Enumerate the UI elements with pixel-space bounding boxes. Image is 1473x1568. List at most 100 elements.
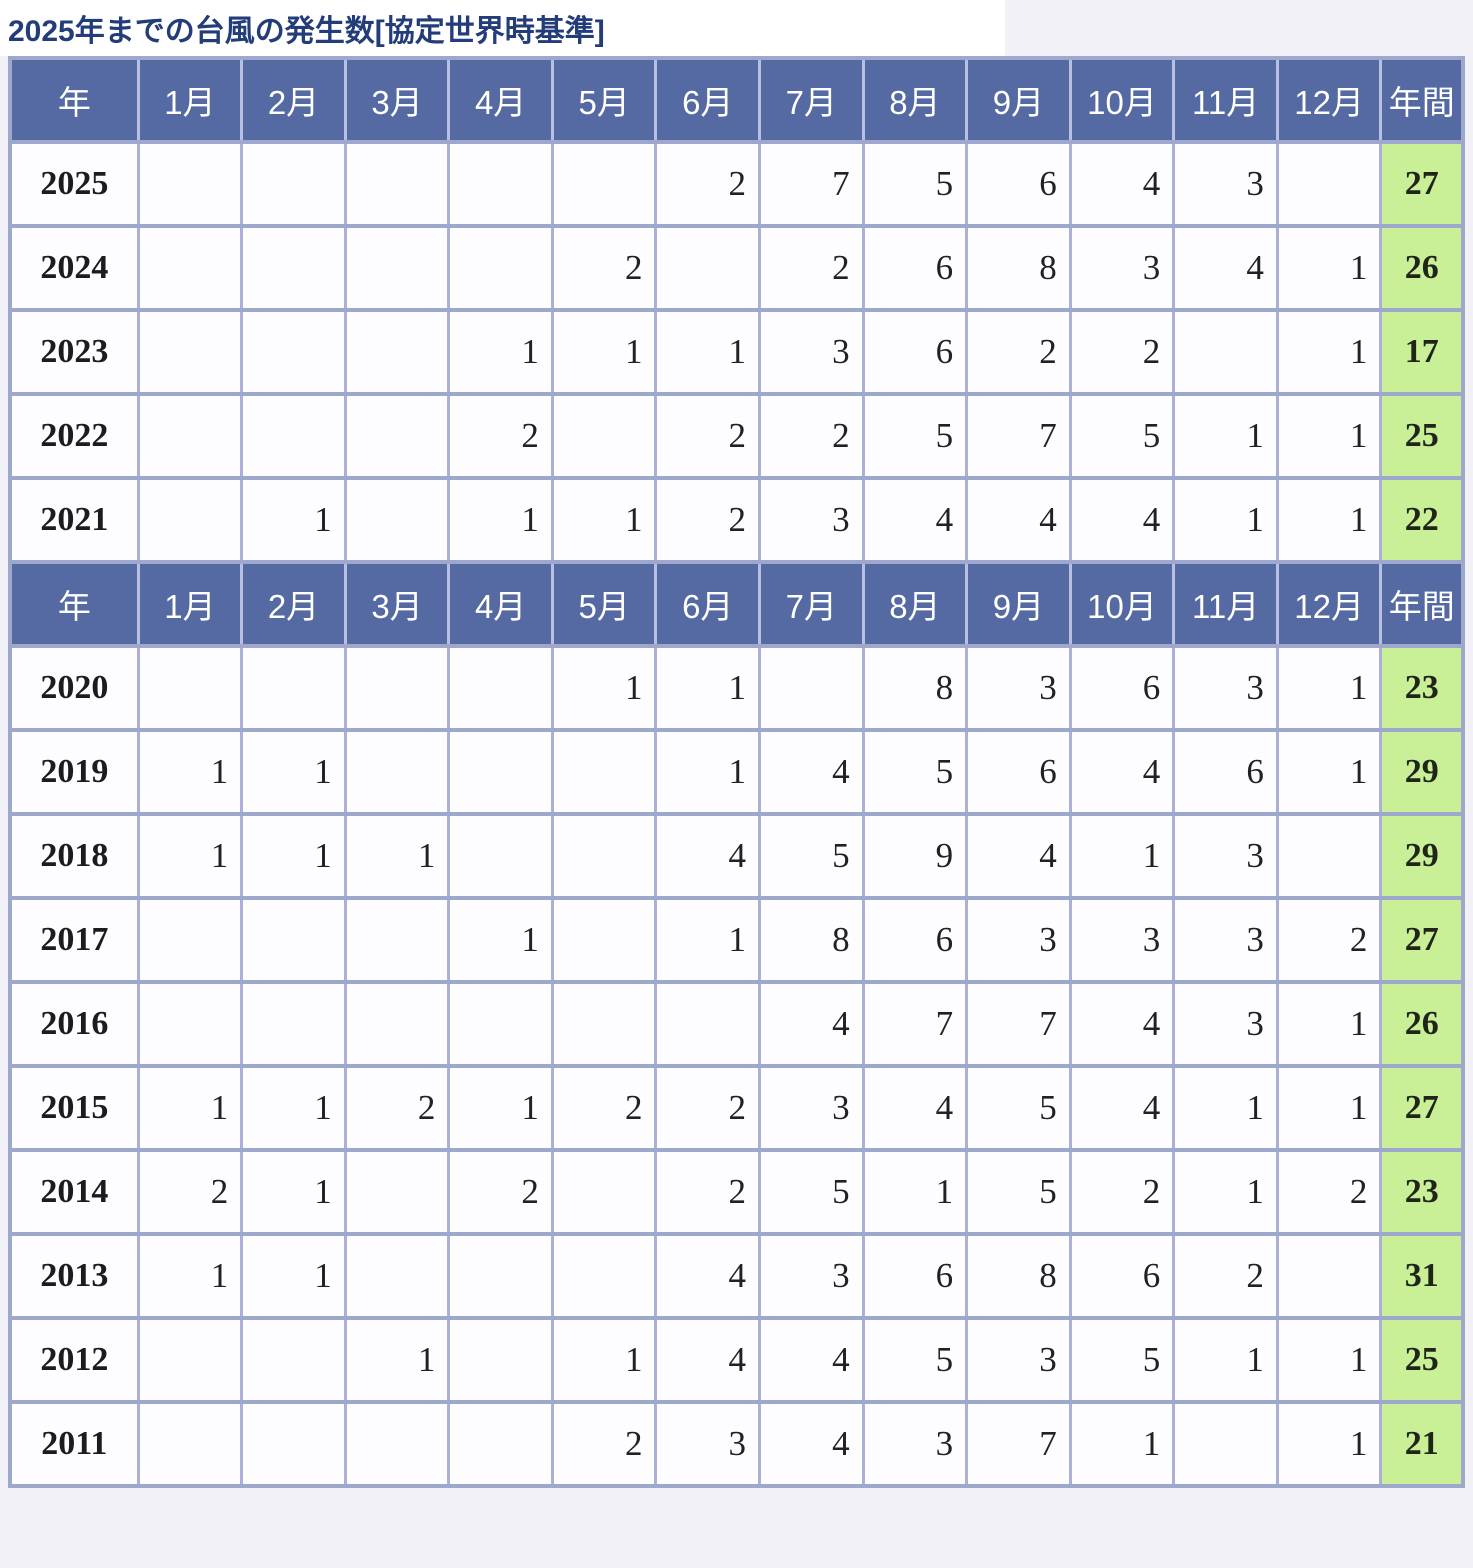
month-cell: 4 xyxy=(758,1400,865,1488)
month-cell: 7 xyxy=(758,140,865,228)
month-cell: 2 xyxy=(550,1064,658,1152)
month-cell: 1 xyxy=(1172,1316,1279,1404)
month-cell: 1 xyxy=(654,728,762,816)
month-cell: 4 xyxy=(758,1316,865,1404)
month-cell: 8 xyxy=(965,224,1072,312)
month-cell: 9 xyxy=(861,812,969,900)
annual-total-cell: 27 xyxy=(1379,1064,1465,1152)
month-cell xyxy=(240,1400,347,1488)
month-cell xyxy=(240,140,347,228)
month-cell: 4 xyxy=(654,1316,762,1404)
month-cell xyxy=(343,644,451,732)
header-cell: 9月 xyxy=(965,56,1072,144)
month-cell: 1 xyxy=(550,476,658,564)
month-cell: 2 xyxy=(965,308,1072,396)
month-cell xyxy=(136,224,244,312)
month-cell: 6 xyxy=(861,896,969,984)
month-cell: 3 xyxy=(861,1400,969,1488)
month-cell: 2 xyxy=(654,1064,762,1152)
month-cell: 1 xyxy=(136,1232,244,1320)
month-cell: 5 xyxy=(861,140,969,228)
month-cell: 3 xyxy=(1172,644,1279,732)
month-cell: 2 xyxy=(1068,1148,1176,1236)
month-cell: 7 xyxy=(965,980,1072,1068)
month-cell: 1 xyxy=(240,476,347,564)
header-cell: 9月 xyxy=(965,560,1072,648)
month-cell: 3 xyxy=(965,644,1072,732)
month-cell: 5 xyxy=(861,728,969,816)
month-cell: 8 xyxy=(758,896,865,984)
month-cell xyxy=(343,308,451,396)
month-cell: 3 xyxy=(965,1316,1072,1404)
month-cell: 2 xyxy=(758,392,865,480)
month-cell: 1 xyxy=(447,896,554,984)
month-cell xyxy=(136,140,244,228)
month-cell: 2 xyxy=(550,224,658,312)
month-cell: 2 xyxy=(654,476,762,564)
header-cell: 10月 xyxy=(1068,560,1176,648)
month-cell: 5 xyxy=(1068,392,1176,480)
month-cell: 1 xyxy=(1068,812,1176,900)
month-cell: 7 xyxy=(965,392,1072,480)
month-cell: 3 xyxy=(1172,980,1279,1068)
month-cell: 3 xyxy=(965,896,1072,984)
table-row: 2016 4 7 7 4 3 1 26 xyxy=(8,980,1465,1068)
month-cell: 1 xyxy=(1275,308,1383,396)
table-row: 2019 1 1 1 4 5 6 4 6 1 29 xyxy=(8,728,1465,816)
month-cell: 4 xyxy=(1068,1064,1176,1152)
header-cell: 年 xyxy=(8,560,140,648)
annual-total-cell: 27 xyxy=(1379,896,1465,984)
month-cell xyxy=(136,896,244,984)
title-strip: 2025年までの台風の発生数[協定世界時基準] xyxy=(0,0,1005,56)
month-cell: 3 xyxy=(758,476,865,564)
month-cell xyxy=(550,812,658,900)
month-cell: 8 xyxy=(861,644,969,732)
month-cell: 4 xyxy=(861,1064,969,1152)
month-cell: 1 xyxy=(1275,980,1383,1068)
month-cell: 2 xyxy=(550,1400,658,1488)
month-cell xyxy=(447,812,554,900)
month-cell: 1 xyxy=(136,728,244,816)
month-cell: 5 xyxy=(758,812,865,900)
month-cell: 1 xyxy=(1275,1064,1383,1152)
table-row: 2025 2 7 5 6 4 3 27 xyxy=(8,140,1465,228)
month-cell: 6 xyxy=(965,140,1072,228)
header-cell: 1月 xyxy=(136,560,244,648)
header-cell: 2月 xyxy=(240,560,347,648)
table-row: 2021 1 1 1 2 3 4 4 4 1 1 22 xyxy=(8,476,1465,564)
month-cell: 1 xyxy=(240,1148,347,1236)
month-cell: 1 xyxy=(240,1064,347,1152)
month-cell: 4 xyxy=(1068,476,1176,564)
month-cell: 1 xyxy=(1275,728,1383,816)
annual-total-cell: 25 xyxy=(1379,392,1465,480)
month-cell: 1 xyxy=(240,1232,347,1320)
month-cell xyxy=(136,392,244,480)
month-cell: 1 xyxy=(343,812,451,900)
header-cell: 4月 xyxy=(447,56,554,144)
month-cell: 3 xyxy=(1172,812,1279,900)
year-cell: 2016 xyxy=(8,980,140,1068)
year-cell: 2012 xyxy=(8,1316,140,1404)
month-cell xyxy=(343,1148,451,1236)
month-cell: 2 xyxy=(1275,896,1383,984)
month-cell xyxy=(136,1400,244,1488)
month-cell: 1 xyxy=(343,1316,451,1404)
month-cell: 3 xyxy=(1068,224,1176,312)
month-cell xyxy=(240,644,347,732)
month-cell: 1 xyxy=(1275,392,1383,480)
month-cell xyxy=(447,1316,554,1404)
annual-total-cell: 17 xyxy=(1379,308,1465,396)
header-cell: 3月 xyxy=(343,56,451,144)
month-cell: 1 xyxy=(240,728,347,816)
month-cell xyxy=(136,476,244,564)
month-cell xyxy=(550,392,658,480)
month-cell: 1 xyxy=(447,308,554,396)
month-cell: 3 xyxy=(758,1232,865,1320)
month-cell: 1 xyxy=(1172,1064,1279,1152)
month-cell xyxy=(136,980,244,1068)
table-row: 2022 2 2 2 5 7 5 1 1 25 xyxy=(8,392,1465,480)
month-cell: 2 xyxy=(343,1064,451,1152)
month-cell xyxy=(550,140,658,228)
header-cell: 7月 xyxy=(758,560,865,648)
month-cell xyxy=(240,308,347,396)
